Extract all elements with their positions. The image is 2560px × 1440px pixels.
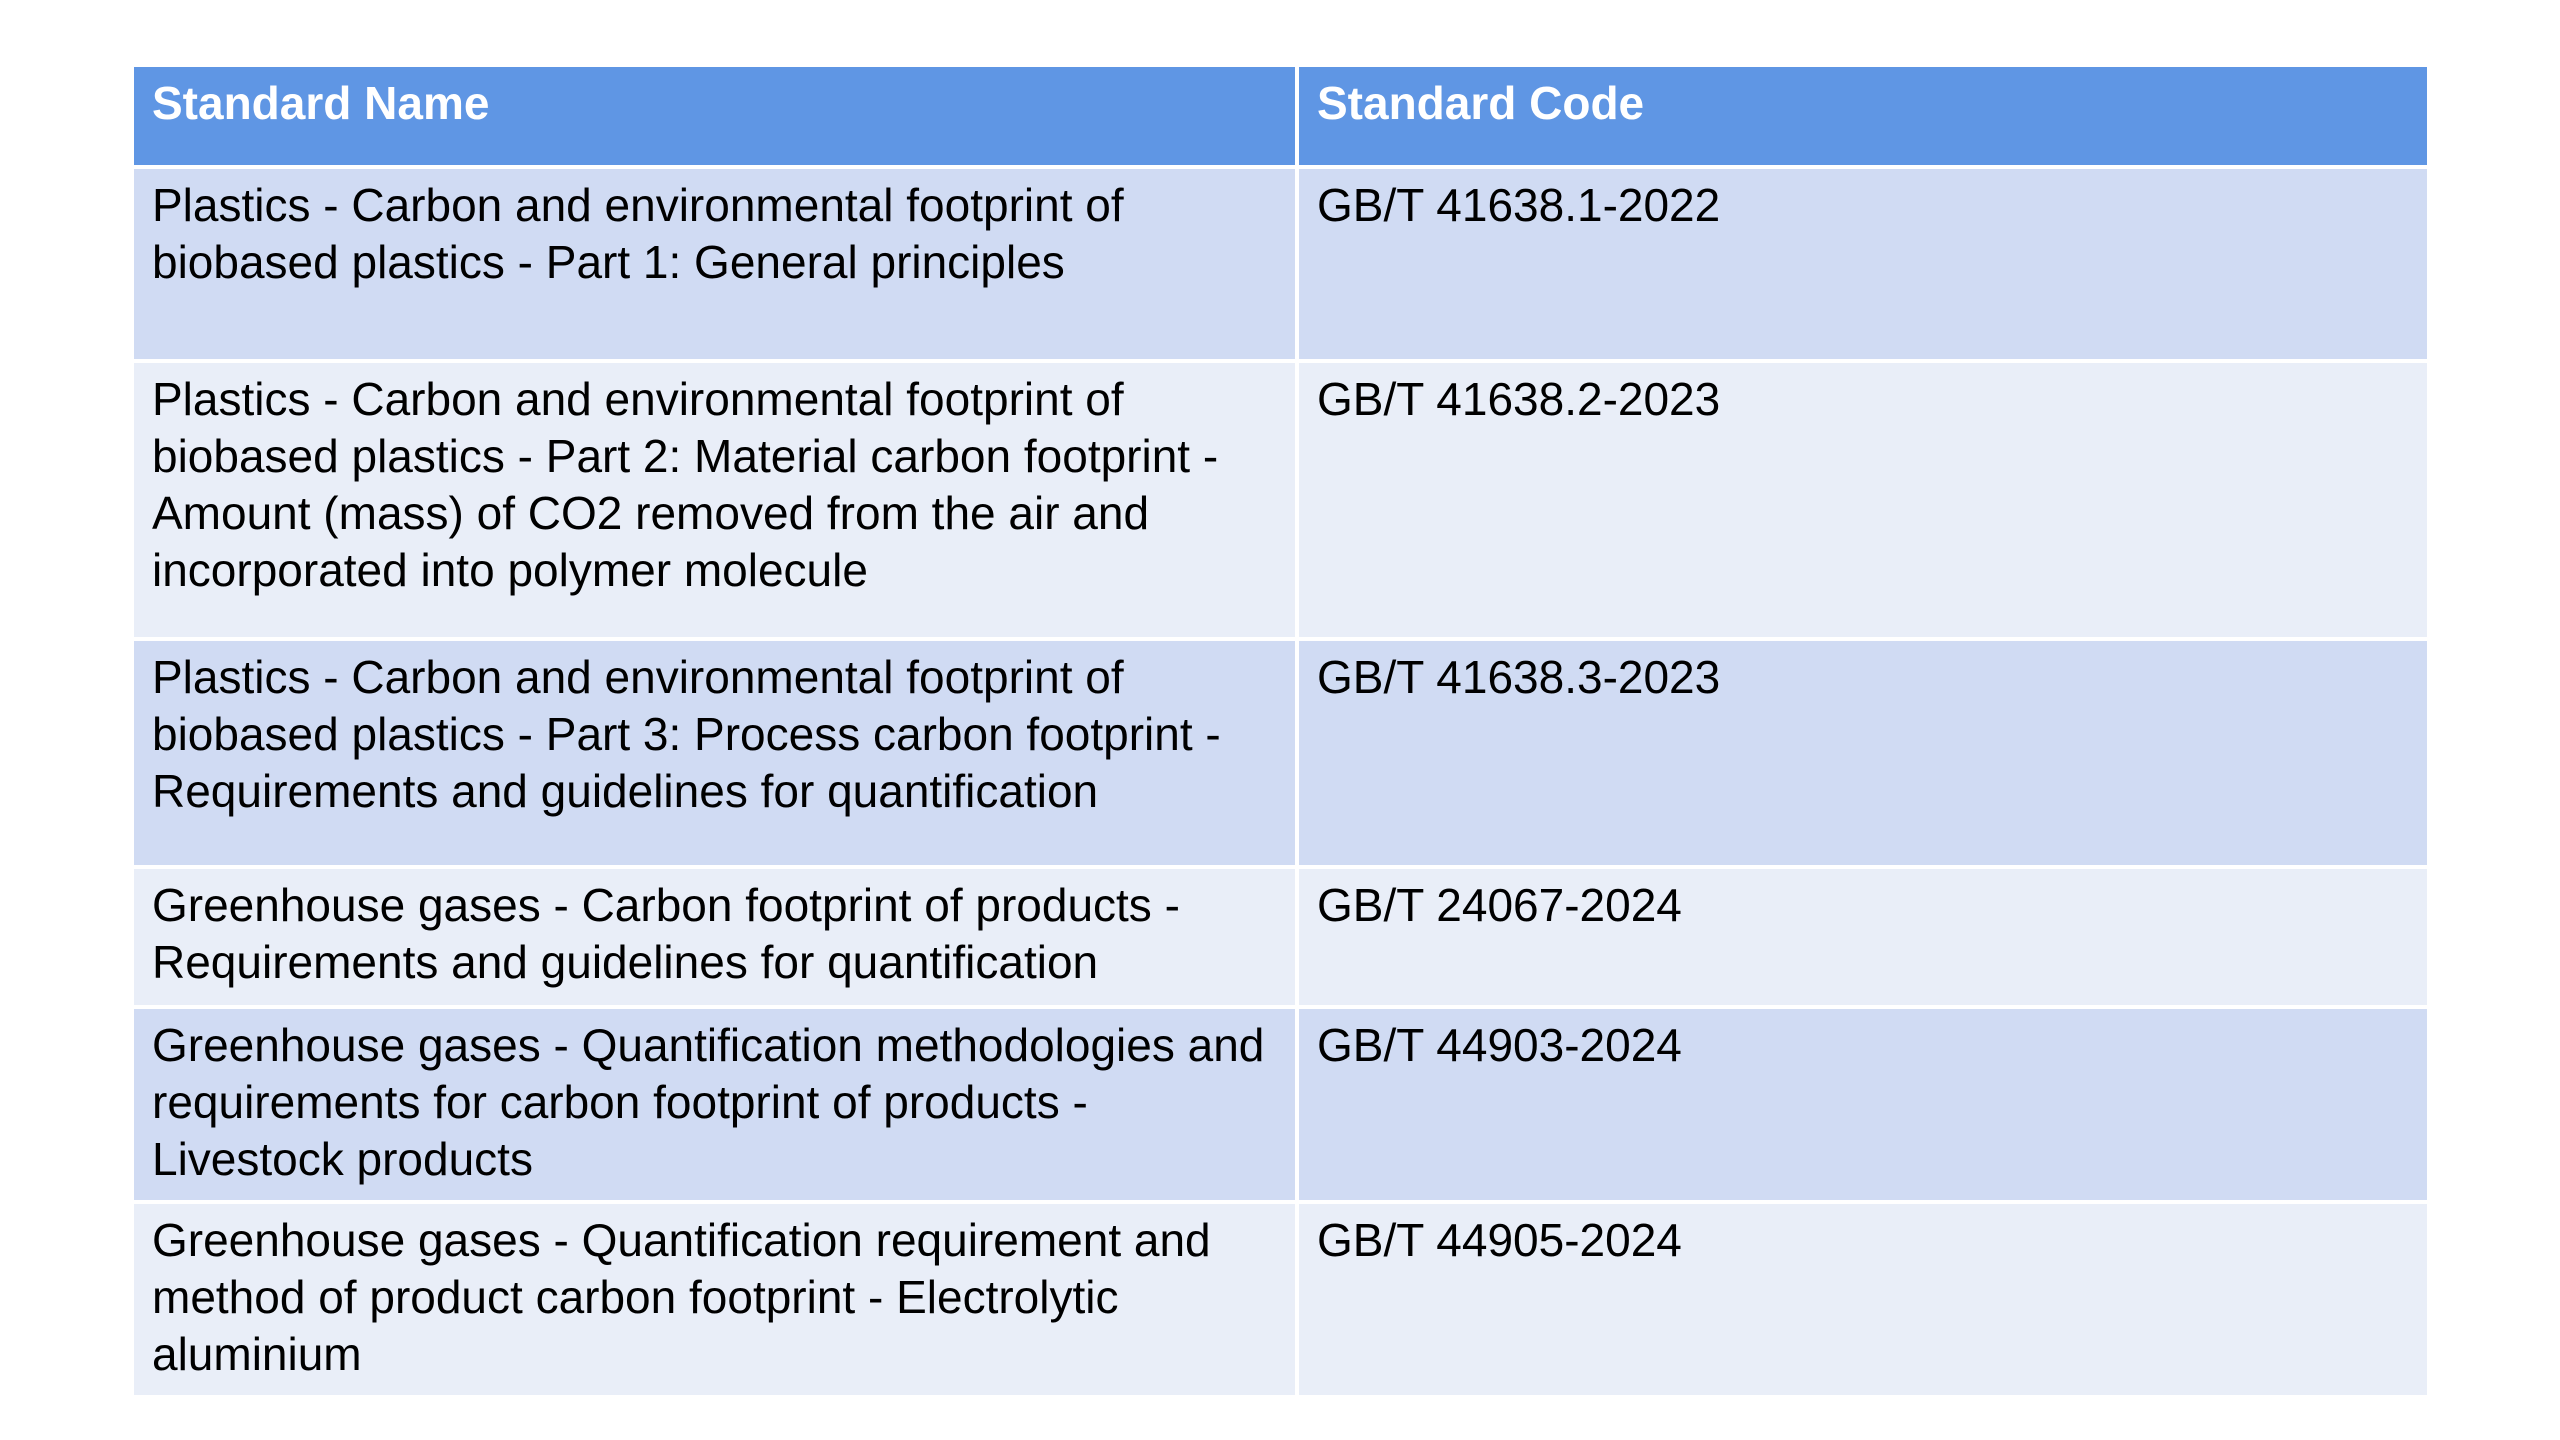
header-standard-code: Standard Code <box>1295 67 2427 169</box>
standard-code-cell: GB/T 41638.2-2023 <box>1295 359 2427 641</box>
standard-name-cell: Plastics - Carbon and environmental foot… <box>134 637 1299 869</box>
standard-name-cell: Greenhouse gases - Carbon footprint of p… <box>134 865 1299 1009</box>
table-row: Greenhouse gases - Quantification requir… <box>134 1200 2427 1395</box>
standard-name-cell: Plastics - Carbon and environmental foot… <box>134 359 1299 641</box>
standard-name-cell: Greenhouse gases - Quantification method… <box>134 1005 1299 1204</box>
table-row: Plastics - Carbon and environmental foot… <box>134 165 2427 363</box>
table-row: Plastics - Carbon and environmental foot… <box>134 359 2427 641</box>
table-row: Greenhouse gases - Quantification method… <box>134 1005 2427 1204</box>
standard-name-cell: Plastics - Carbon and environmental foot… <box>134 165 1299 363</box>
standard-name-cell: Greenhouse gases - Quantification requir… <box>134 1200 1299 1395</box>
table-row: Greenhouse gases - Carbon footprint of p… <box>134 865 2427 1009</box>
standards-table: Standard Name Standard Code Plastics - C… <box>134 67 2427 1395</box>
table-row: Plastics - Carbon and environmental foot… <box>134 637 2427 869</box>
standard-code-cell: GB/T 44903-2024 <box>1295 1005 2427 1204</box>
standard-code-cell: GB/T 41638.3-2023 <box>1295 637 2427 869</box>
standard-code-cell: GB/T 41638.1-2022 <box>1295 165 2427 363</box>
table-header-row: Standard Name Standard Code <box>134 67 2427 169</box>
standard-code-cell: GB/T 24067-2024 <box>1295 865 2427 1009</box>
standard-code-cell: GB/T 44905-2024 <box>1295 1200 2427 1395</box>
header-standard-name: Standard Name <box>134 67 1299 169</box>
